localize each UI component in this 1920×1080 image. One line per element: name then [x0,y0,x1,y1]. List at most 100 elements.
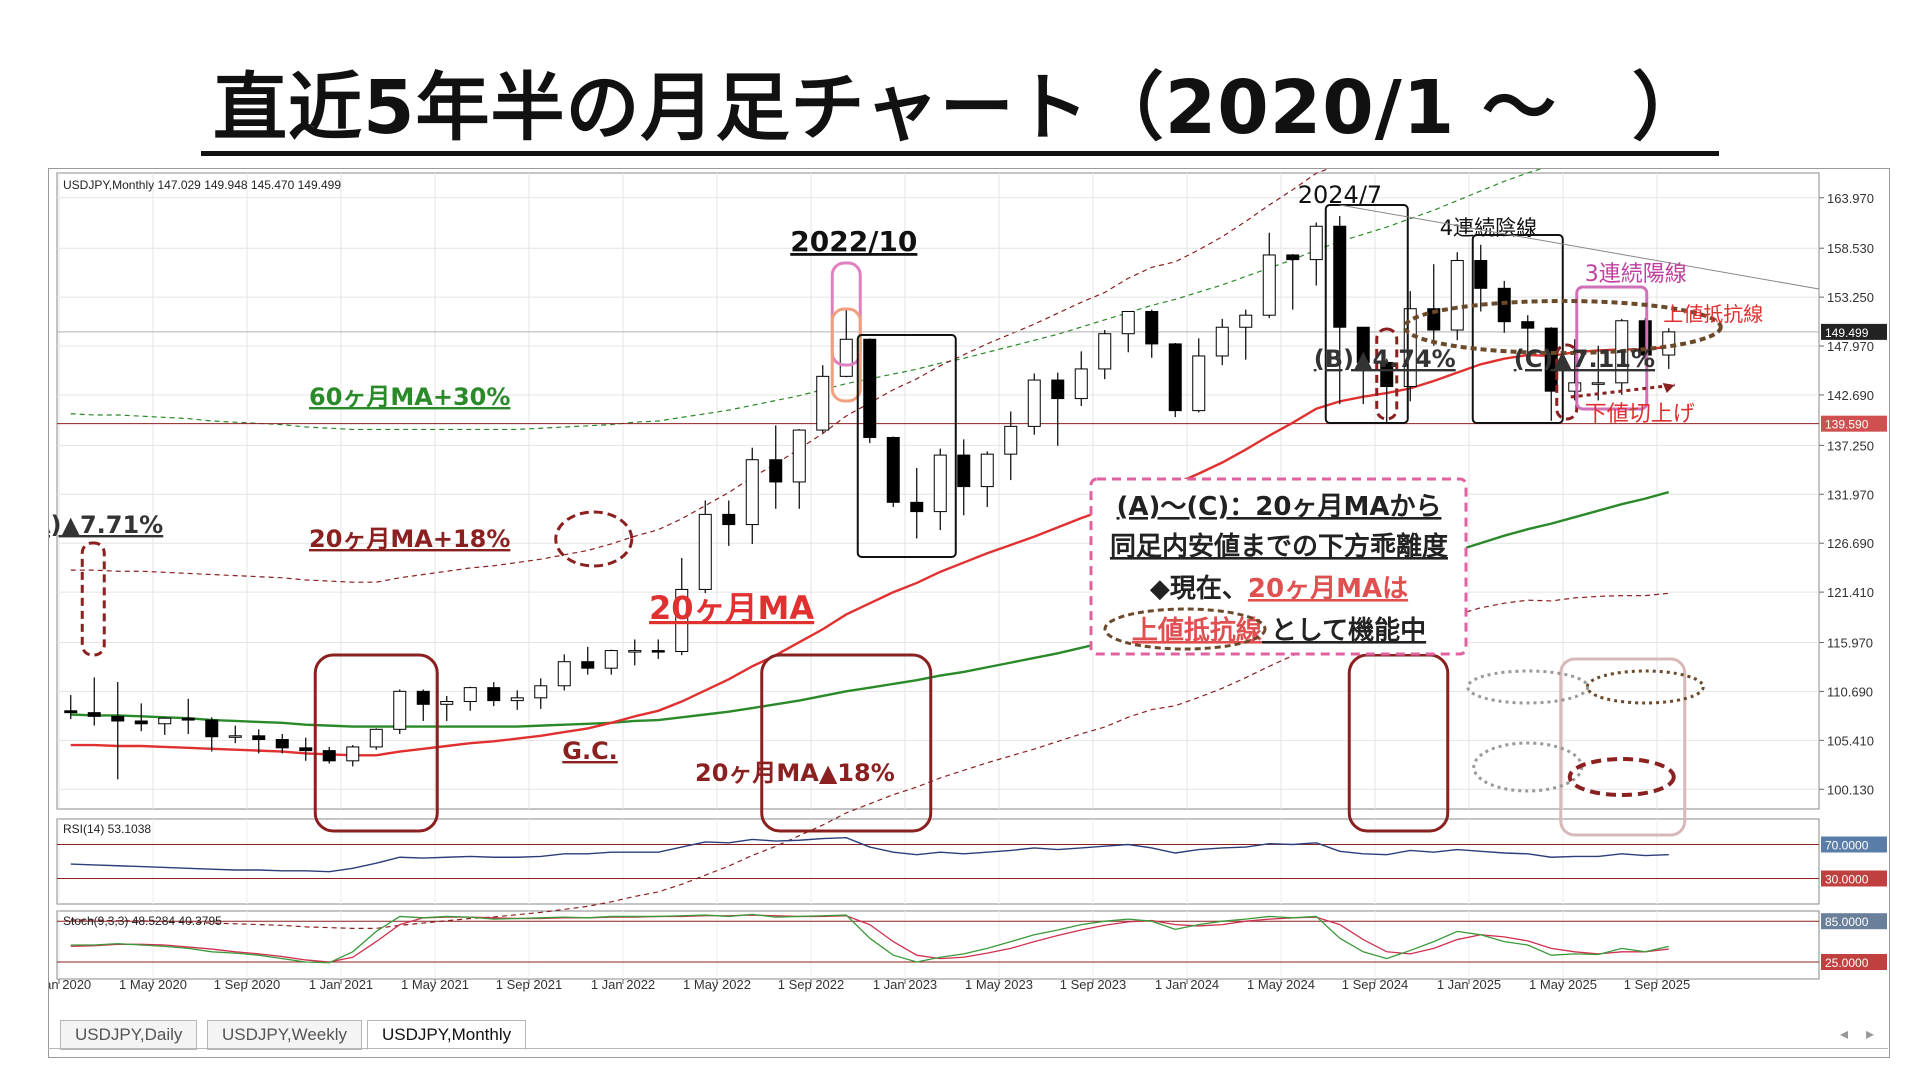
x-tick-label: 1 Sep 2021 [496,977,563,992]
candle-body [1427,308,1441,331]
candle-body [510,697,524,702]
page-title: 直近5年半の月足チャート（2020/1 ～ ） [0,48,1920,156]
candle-body [158,717,172,725]
stoch-level-tag [1821,913,1887,930]
rsi-dotted-ellipse-1 [1466,669,1590,705]
candle-body [1568,382,1582,392]
stoch-dotted-ellipse [1472,741,1584,793]
candle-body [346,746,360,762]
candle-body [722,513,736,526]
candle-body [604,650,618,669]
label-2022-10: 2022/10 [790,225,917,258]
stoch-label: Stoch(9,3,3) 48.5284 40.3795 [63,914,222,928]
resistance-ellipse [1402,299,1723,355]
stoch-level-tag-text: 85.0000 [1825,915,1869,929]
x-tick-label: 1 Sep 2022 [778,977,845,992]
candle-body [628,650,642,653]
indicator-highlight-box [1347,653,1450,833]
candle-body [745,459,759,526]
candle-body [1192,355,1206,412]
support-arrow [1570,383,1675,399]
candle-body [322,750,336,762]
candle-body [933,454,947,513]
candle-body [1474,260,1488,289]
rsi-level-tag [1821,836,1887,853]
label-ma60-plus30: 60ヶ月MA+30% [309,383,510,411]
marker-a-low [80,541,106,657]
candle-body [651,650,665,653]
candle-body [1497,287,1511,323]
candle-body [1145,310,1159,345]
x-tick-label: 1 Jan 2021 [309,977,373,992]
chart-canvas: 163.970 158.530 153.250 147.970 142.690 137.2… [49,169,1887,992]
y-tick-label: 147.970 [1827,339,1874,354]
candle-body [181,717,195,721]
candle-body [863,338,877,438]
y-tick-label: 137.250 [1827,438,1874,453]
support-arrow-head [1662,383,1675,393]
x-tick-label: 1 May 2021 [401,977,469,992]
rsi-dotted-ellipse-2 [1585,669,1705,705]
x-tick-label: 1 Sep 2025 [1624,977,1691,992]
candle-body [769,459,783,483]
candle-body [1239,314,1253,328]
label-dev-c: (C)▲7.11% [1514,345,1655,373]
scroll-left-icon[interactable]: ◂ [1840,1024,1849,1043]
candle-body [839,338,853,377]
candle-body [1309,225,1323,261]
highlight-2022-10-low [830,307,862,403]
label-dev-a: (A)▲7.71% [49,511,163,539]
candle-body [416,690,430,705]
candle-body [1286,254,1300,261]
indicator-highlight-box [760,653,933,833]
scroll-right-icon[interactable]: ▸ [1866,1024,1875,1043]
ma20-line [70,345,1669,757]
current-price-tag-text: 149.499 [1825,326,1869,340]
x-tick-label: 1 Sep 2023 [1060,977,1127,992]
label-ma20-plus18: 20ヶ月MA+18% [309,525,510,553]
candle-body [205,719,219,738]
level-price-tag-text: 139.590 [1825,418,1869,432]
highlight-2022-10 [830,261,862,367]
candle-body [64,710,78,714]
explanation-line-3: ◆現在、20ヶ月MAは [1150,574,1408,604]
x-tick-label: 1 Sep 2020 [214,977,281,992]
tab-usdjpy-monthly[interactable]: USDJPY,Monthly [367,1020,527,1050]
tab-usdjpy-daily[interactable]: USDJPY,Daily [60,1020,198,1050]
label-three-bull: 3連続陽線 [1585,262,1687,287]
candle-body [228,735,242,738]
candle-body [1027,379,1041,427]
candle-body [1591,382,1605,385]
rsi-label: RSI(14) 53.1038 [63,822,151,836]
box-four-bear [1471,234,1564,424]
candle-body [463,687,477,703]
candle-body [1662,331,1676,356]
y-tick-label: 105.410 [1827,733,1874,748]
label-gc: G.C. [562,737,618,765]
stoch-panel-frame [56,910,1820,980]
candle-body [698,513,712,590]
box-2024-decline [1324,204,1409,424]
x-tick-label: 1 May 2020 [119,977,187,992]
candle-body [816,375,830,431]
stoch-level-tag-text: 25.0000 [1825,956,1869,970]
symbol-header: USDJPY,Monthly 147.029 149.948 145.470 1… [63,178,341,192]
y-tick-label: 131.970 [1827,487,1874,502]
y-tick-label: 158.530 [1827,241,1874,256]
label-resistance: 上値抵抗線 [1663,302,1763,326]
label-dev-b: (B)▲4.74% [1314,345,1456,373]
candle-body [299,747,313,752]
x-tick-label: 1 May 2023 [965,977,1033,992]
candle-body [1380,361,1394,388]
candle-body [1051,379,1065,400]
rsi-line [70,836,1669,873]
main-panel-frame [56,172,1820,810]
candle-body [1168,343,1182,412]
tab-usdjpy-weekly[interactable]: USDJPY,Weekly [207,1020,363,1050]
y-tick-label: 126.690 [1827,536,1874,551]
candle-body [393,690,407,730]
y-tick-label: 121.410 [1827,585,1874,600]
current-price-tag [1821,323,1887,340]
candle-body [675,588,689,653]
stoch-level-tag [1821,954,1887,970]
